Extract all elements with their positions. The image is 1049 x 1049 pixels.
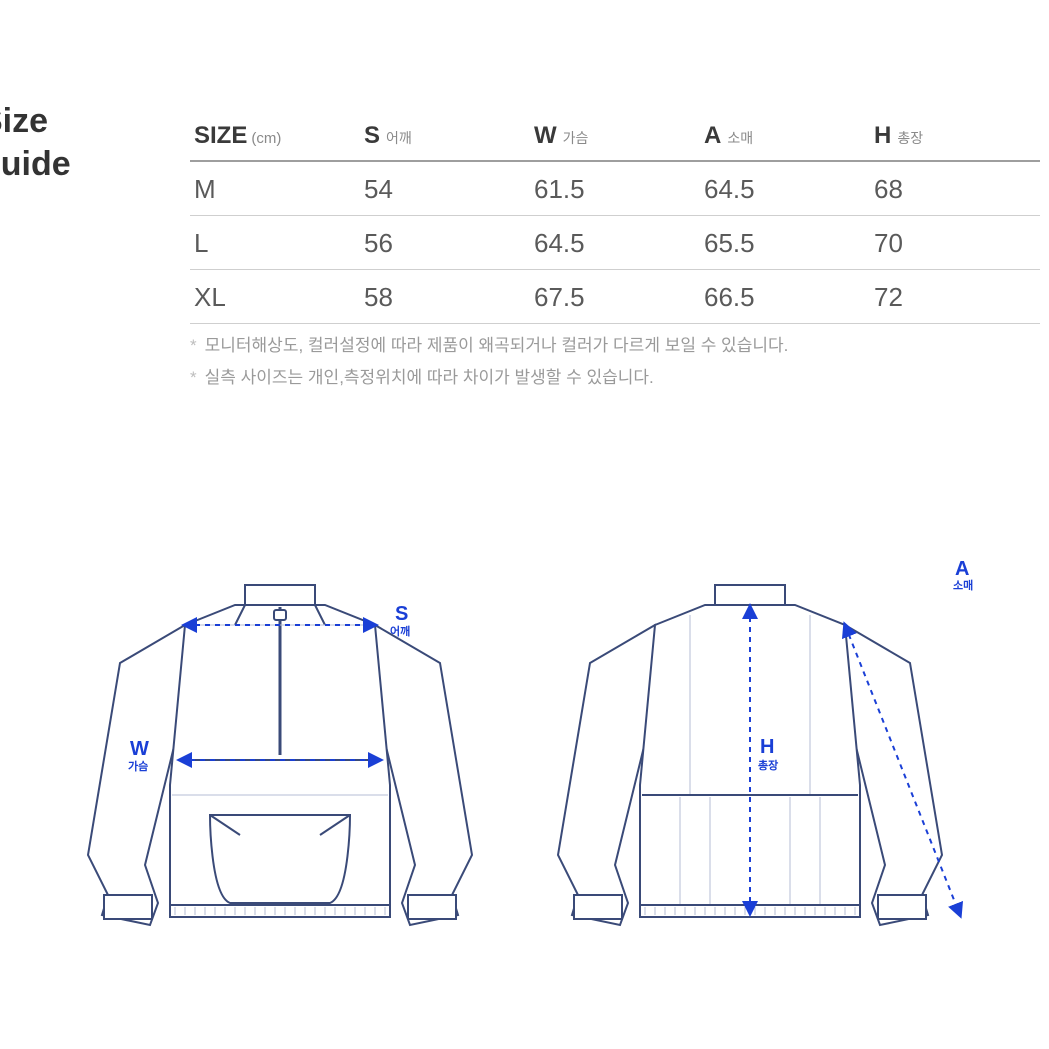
cell-w: 67.5 [530, 270, 700, 324]
cell-h: 68 [870, 161, 1040, 216]
table-row: L 56 64.5 65.5 70 [190, 216, 1040, 270]
garment-diagram: S 어깨 W 가슴 [60, 545, 1000, 985]
cell-s: 56 [360, 216, 530, 270]
notes: *모니터해상도, 컬러설정에 따라 제품이 왜곡되거나 컬러가 다르게 보일 수… [190, 330, 788, 395]
col-size: SIZE(cm) [190, 110, 360, 161]
heading: Size guide [0, 100, 110, 185]
note-2: *실측 사이즈는 개인,측정위치에 따라 차이가 발생할 수 있습니다. [190, 362, 788, 394]
size-table: SIZE(cm) S어깨 W가슴 A소매 H총장 M 54 61.5 64.5 … [190, 110, 1040, 324]
table-row: XL 58 67.5 66.5 72 [190, 270, 1040, 324]
col-w: W가슴 [530, 110, 700, 161]
col-s: S어깨 [360, 110, 530, 161]
col-a: A소매 [700, 110, 870, 161]
cell-h: 70 [870, 216, 1040, 270]
label-w: W [130, 738, 149, 760]
label-s: S [395, 603, 408, 625]
table-header-row: SIZE(cm) S어깨 W가슴 A소매 H총장 [190, 110, 1040, 161]
back-garment: H 총장 A 소매 [558, 558, 973, 925]
cell-size: XL [190, 270, 360, 324]
label-s-sub: 어깨 [390, 624, 410, 638]
cell-a: 66.5 [700, 270, 870, 324]
cell-w: 64.5 [530, 216, 700, 270]
col-h: H총장 [870, 110, 1040, 161]
page: Size guide SIZE(cm) S어깨 W가슴 A소매 H총장 M 54… [0, 0, 1049, 1049]
label-a-sub: 소매 [953, 578, 973, 592]
cell-a: 64.5 [700, 161, 870, 216]
label-h-sub: 총장 [758, 758, 778, 772]
cell-size: M [190, 161, 360, 216]
label-w-sub: 가슴 [128, 759, 148, 773]
cell-s: 54 [360, 161, 530, 216]
cell-size: L [190, 216, 360, 270]
label-a: A [955, 558, 969, 580]
heading-line1: Size [0, 102, 48, 140]
note-1: *모니터해상도, 컬러설정에 따라 제품이 왜곡되거나 컬러가 다르게 보일 수… [190, 330, 788, 362]
cell-s: 58 [360, 270, 530, 324]
cell-a: 65.5 [700, 216, 870, 270]
cell-h: 72 [870, 270, 1040, 324]
heading-line2: guide [0, 145, 71, 183]
label-h: H [760, 736, 774, 758]
diagram-svg: S 어깨 W 가슴 [60, 545, 1000, 985]
front-garment: S 어깨 W 가슴 [88, 585, 472, 925]
cell-w: 61.5 [530, 161, 700, 216]
table-row: M 54 61.5 64.5 68 [190, 161, 1040, 216]
